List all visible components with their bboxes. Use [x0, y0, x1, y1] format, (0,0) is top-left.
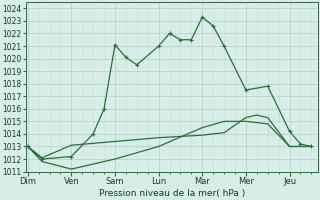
X-axis label: Pression niveau de la mer( hPa ): Pression niveau de la mer( hPa )	[99, 189, 245, 198]
